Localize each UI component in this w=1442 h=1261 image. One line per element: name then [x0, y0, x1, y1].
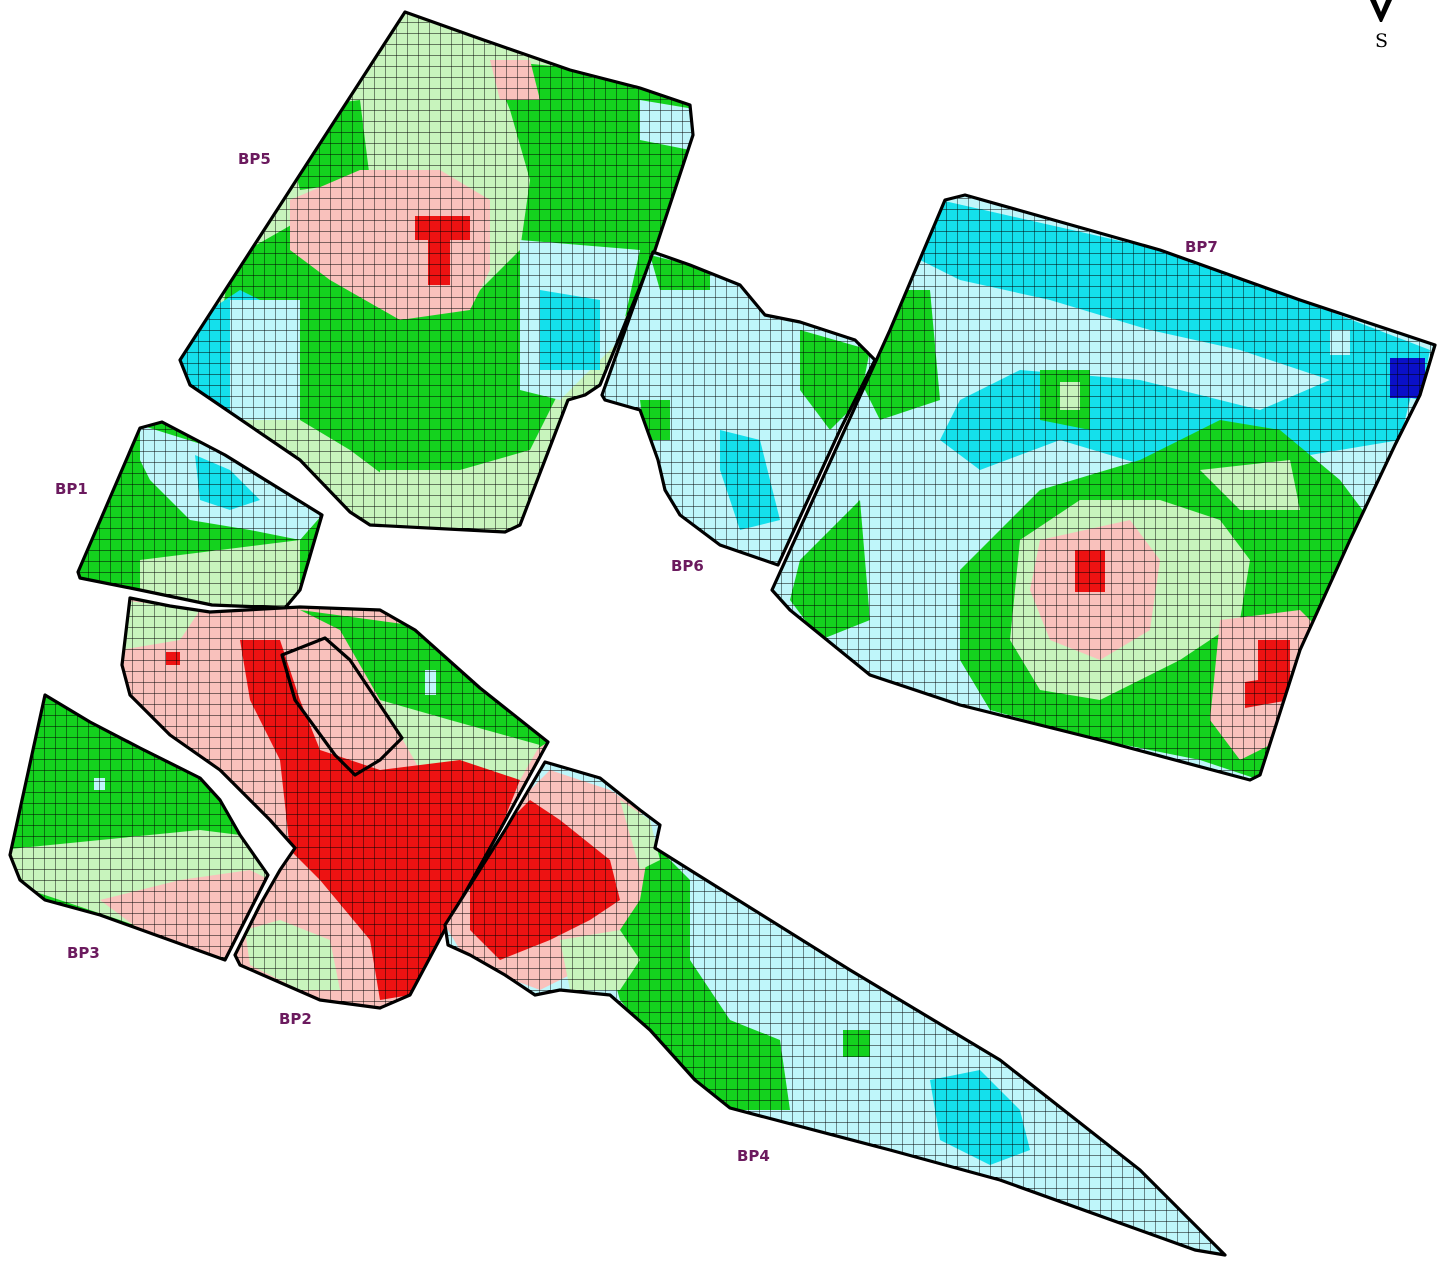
field-label-bp3: BP3	[67, 944, 100, 962]
field-bp4	[443, 760, 1227, 1257]
compass: S	[1370, 0, 1392, 52]
field-label-bp1: BP1	[55, 480, 88, 498]
field-bp7	[770, 193, 1437, 782]
field-bp5	[178, 10, 695, 534]
compass-arrow-icon	[1370, 0, 1392, 22]
field-label-bp4: BP4	[737, 1147, 770, 1165]
compass-letter: S	[1375, 30, 1388, 52]
field-label-bp2: BP2	[279, 1010, 312, 1028]
field-label-bp6: BP6	[671, 557, 704, 575]
field-label-bp5: BP5	[238, 150, 271, 168]
field-label-bp7: BP7	[1185, 238, 1218, 256]
